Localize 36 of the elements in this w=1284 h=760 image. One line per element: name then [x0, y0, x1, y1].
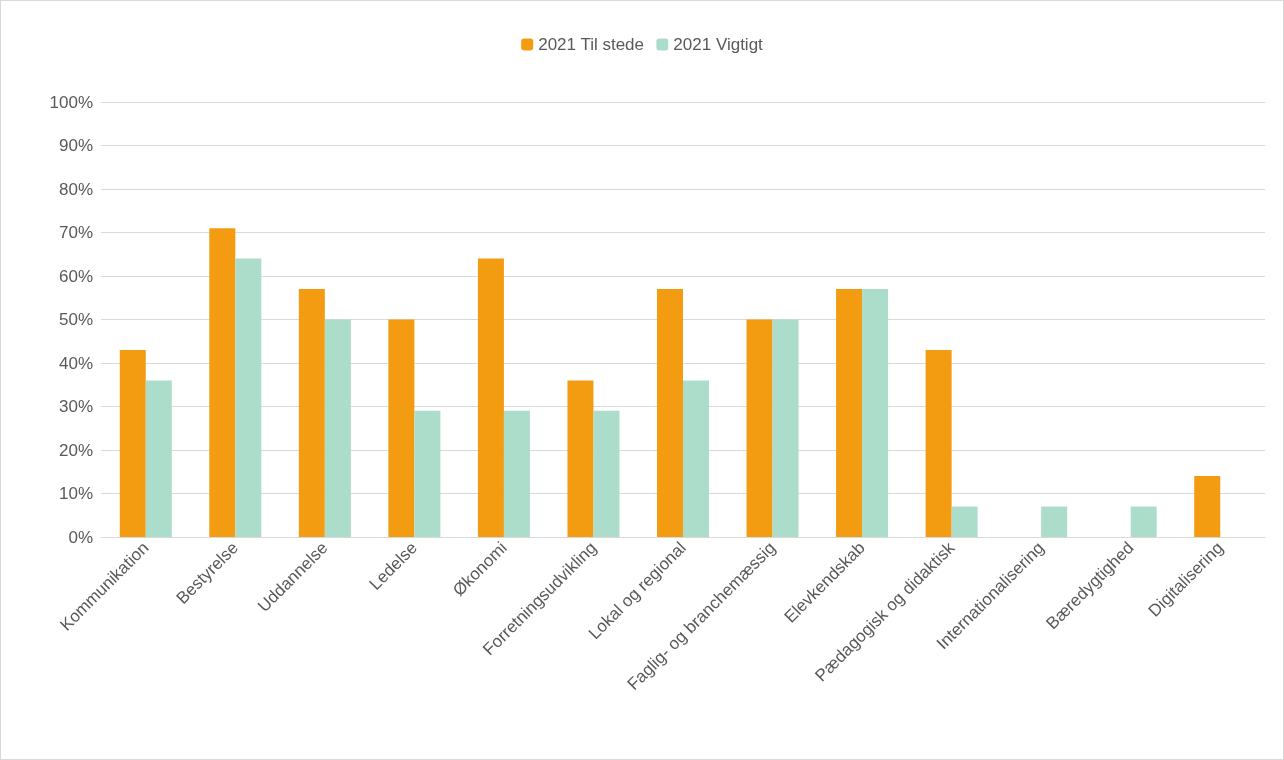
y-tick-label: 70% [58, 223, 93, 242]
bar [862, 289, 889, 537]
y-tick-label: 50% [58, 310, 93, 329]
bar [388, 319, 415, 537]
bar [746, 319, 773, 537]
bar [772, 319, 799, 537]
y-tick-label: 60% [58, 266, 93, 286]
bar [324, 319, 351, 537]
y-tick-label: 90% [58, 136, 93, 155]
y-tick-label: 40% [58, 353, 93, 373]
bar [657, 289, 683, 537]
bar [836, 289, 863, 537]
bar [209, 228, 236, 537]
bar [593, 410, 620, 537]
bar [414, 410, 441, 537]
bar [683, 380, 709, 537]
bar [1041, 506, 1068, 537]
legend-label: 2021 Vigtigt [673, 35, 764, 54]
bar [503, 410, 530, 537]
legend-label: 2021 Til stede [538, 35, 645, 54]
y-tick-label: 10% [58, 484, 93, 503]
bar [925, 349, 952, 537]
bar [145, 380, 172, 537]
y-tick-label: 20% [58, 440, 93, 460]
bar [567, 380, 594, 537]
bar [119, 349, 146, 537]
y-tick-label: 0% [68, 527, 93, 547]
bar [477, 258, 504, 537]
bar [1130, 506, 1157, 537]
y-tick-label: 100% [49, 92, 93, 112]
y-tick-label: 80% [58, 179, 93, 199]
bar [951, 506, 978, 537]
bar [1194, 476, 1221, 537]
bar [235, 258, 262, 537]
y-tick-label: 30% [58, 397, 93, 416]
bar [298, 289, 325, 537]
